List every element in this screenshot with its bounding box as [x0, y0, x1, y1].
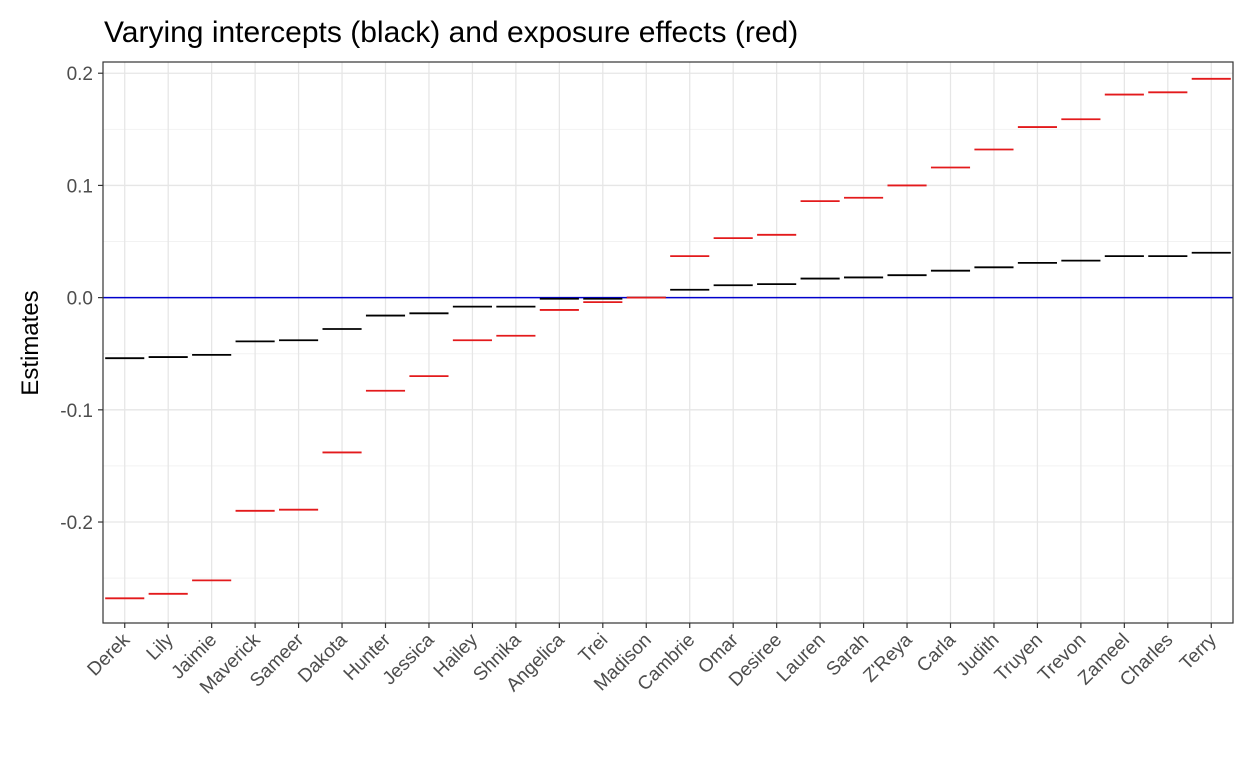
- y-tick-label: -0.1: [60, 401, 93, 422]
- x-axis: Derek LilyJaimieMaverickSameerDakotaHunte…: [84, 623, 1221, 698]
- x-tick-label: Derek: [84, 629, 135, 680]
- x-tick-label: Lily: [143, 629, 178, 664]
- x-tick-label: Lauren: [773, 630, 830, 687]
- y-tick-label: 0.2: [67, 64, 93, 85]
- panel-border: [102, 61, 1234, 624]
- y-axis: -0.2 -0.1 0.0 0.1 0.2: [60, 64, 103, 534]
- y-tick-label: -0.2: [60, 513, 93, 534]
- x-tick-label: Trei: [575, 630, 612, 667]
- x-tick-label: Truyen: [991, 630, 1047, 686]
- y-tick-label: 0.0: [67, 289, 93, 310]
- chart-title: Varying intercepts (black) and exposure …: [104, 16, 798, 49]
- y-axis-label: Estimates: [17, 290, 44, 395]
- x-tick-label: Z'Reya: [860, 629, 917, 686]
- data-marks: [105, 77, 1231, 600]
- x-tick-label: Dakota: [294, 629, 352, 687]
- x-tick-label: Carla: [913, 629, 960, 676]
- x-tick-label: Terry: [1176, 629, 1221, 674]
- y-tick-label: 0.1: [67, 176, 93, 197]
- grid: [103, 62, 1233, 623]
